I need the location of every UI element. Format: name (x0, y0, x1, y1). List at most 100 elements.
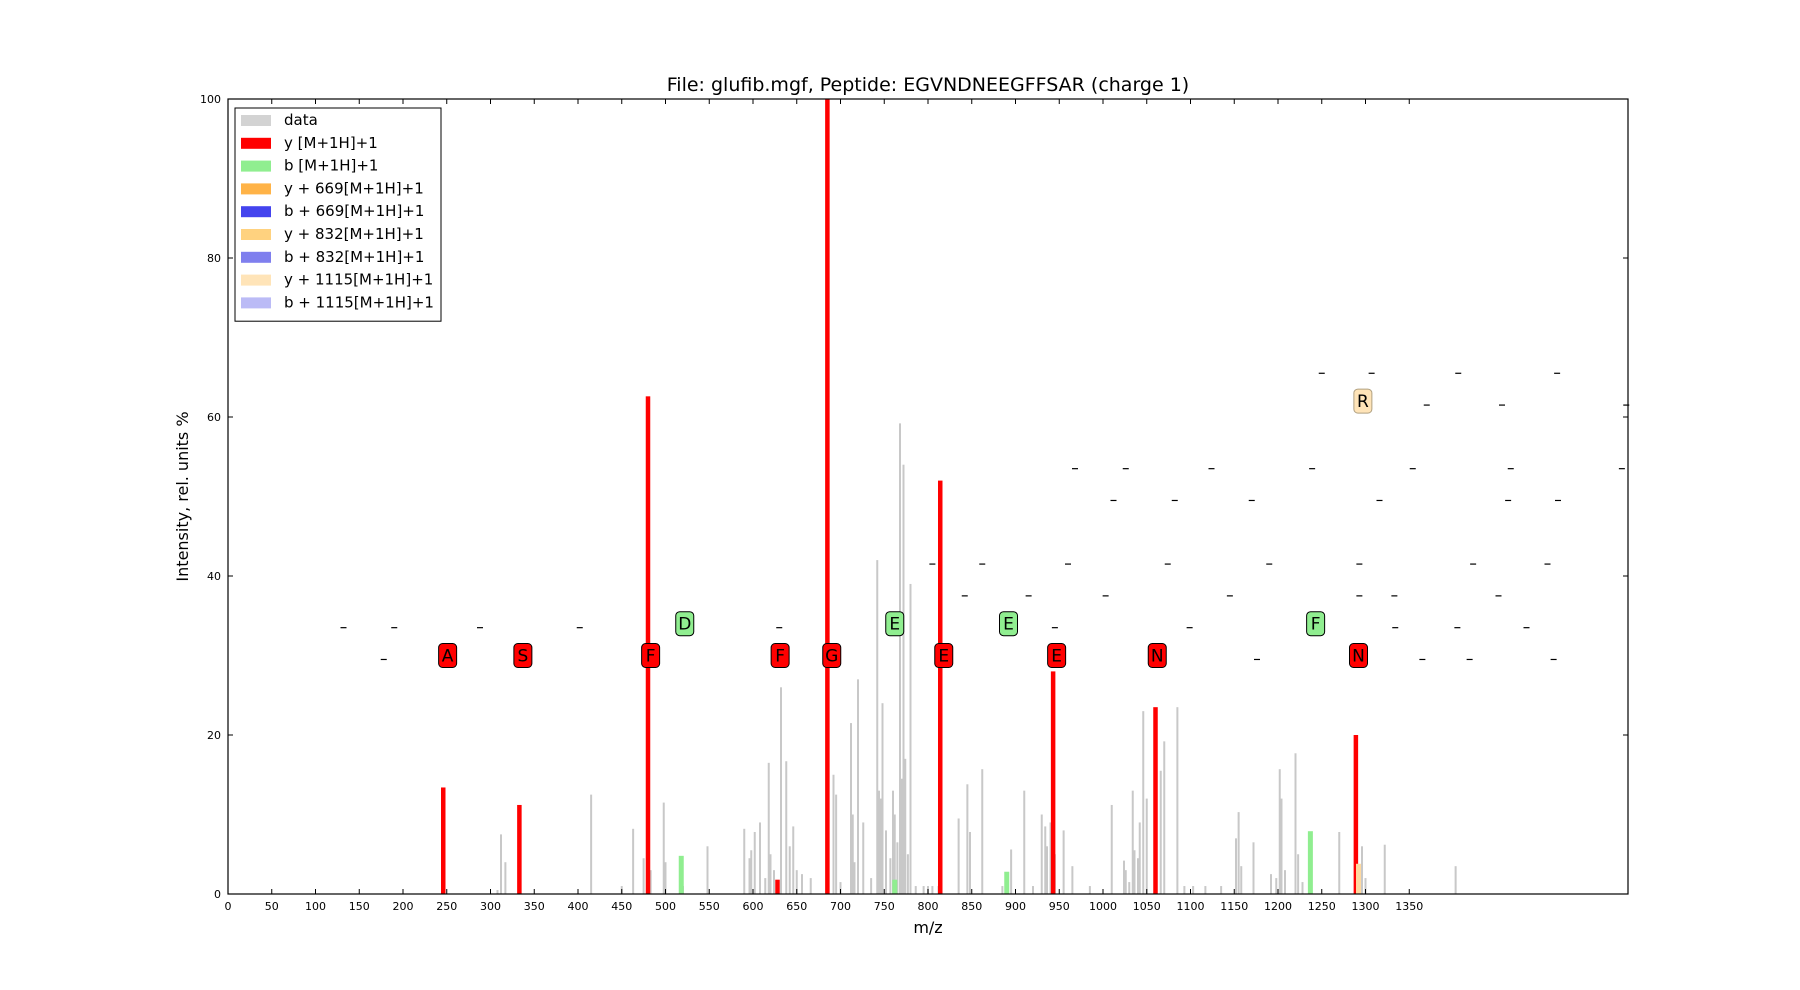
ion-peak-bar (892, 879, 898, 894)
data-peak-bar (795, 870, 798, 894)
annotation-label: N (1352, 647, 1365, 667)
data-peak-bar (1280, 798, 1283, 894)
x-tick-label: 700 (830, 900, 851, 913)
annotations-layer: A S F D F G E E E E N F N R (438, 388, 1373, 668)
data-peak-bar (767, 762, 770, 894)
data-peak-bar (649, 870, 652, 894)
data-peak-bar (1001, 886, 1004, 894)
ion-peak-bar (1353, 735, 1359, 894)
data-peak-bar (1361, 846, 1363, 894)
annotation-box (822, 643, 842, 668)
annotation-box (770, 643, 790, 668)
data-peak-bar (1145, 798, 1148, 894)
x-tick-label: 50 (265, 900, 279, 913)
data-peak-bar (743, 828, 746, 894)
ion-peak-bar (517, 804, 522, 894)
annotation-box (1353, 388, 1373, 414)
data-peak-bar (759, 822, 761, 894)
data-peak-bar (1044, 826, 1047, 894)
data-peak-bar (590, 794, 593, 895)
x-tick-label: 350 (524, 900, 545, 913)
data-peak-bar (931, 886, 934, 894)
legend-swatch (241, 115, 271, 126)
x-tick-label: 300 (480, 900, 501, 913)
y-tick-label: 20 (207, 729, 221, 742)
data-peak-bar (1454, 866, 1457, 894)
data-peak-bar (862, 822, 865, 894)
legend-swatch (241, 137, 271, 149)
x-tick-label: 200 (393, 900, 414, 913)
annotation-label: D (678, 615, 691, 635)
data-peak-bar (1284, 870, 1286, 894)
data-peak-bar (773, 870, 775, 894)
data-peak-bar (632, 828, 635, 894)
data-peak-bar (1192, 886, 1195, 894)
annotation-box (641, 643, 661, 668)
data-peak-bar (664, 862, 667, 894)
y-tick-label: 100 (200, 93, 221, 106)
data-peak-bar (496, 890, 499, 894)
legend-label: b + 1115[M+1H]+1 (284, 293, 434, 311)
legend-label: y + 832[M+1H]+1 (284, 225, 424, 243)
x-tick-label: 900 (1005, 900, 1026, 913)
data-peak-bar (922, 886, 925, 894)
data-peak-bar (1123, 860, 1125, 894)
legend-swatch (241, 183, 271, 195)
annotation-box (1147, 643, 1167, 668)
legend-swatch (241, 297, 271, 309)
annotation-label: A (442, 647, 454, 667)
annotation-label: G (825, 647, 838, 667)
data-peak-bar (857, 679, 859, 894)
annotation-label: R (1357, 392, 1369, 412)
x-tick-label: 600 (743, 900, 764, 913)
data-peak-bar (889, 858, 892, 894)
x-tick-label: 750 (874, 900, 895, 913)
x-tick-label: 1350 (1395, 900, 1423, 913)
ion-peak-bar (1307, 831, 1313, 894)
x-tick-label: 550 (699, 900, 720, 913)
y-axis-label: Intensity, rel. units % (173, 411, 192, 581)
data-peak-bar (1364, 878, 1367, 894)
y-tick-label: 40 (207, 570, 221, 583)
ion-peak-bar (938, 480, 943, 894)
data-peak-bar (881, 703, 884, 894)
x-tick-label: 1000 (1089, 900, 1117, 913)
data-peak-bar (904, 758, 907, 894)
x-tick-label: 950 (1049, 900, 1070, 913)
data-peak-bar (706, 846, 709, 894)
annotation-label: N (1151, 647, 1164, 667)
data-peak-bar (1040, 814, 1043, 894)
annotation-label: F (646, 647, 656, 667)
data-peak-bar (1237, 812, 1240, 894)
annotation-box (1306, 611, 1326, 637)
legend-swatch (241, 160, 271, 172)
legend-label: b + 669[M+1H]+1 (284, 202, 424, 220)
data-peak-bar (801, 874, 803, 895)
x-tick-label: 100 (305, 900, 326, 913)
data-peak-bar (1204, 886, 1207, 894)
annotation-label: E (938, 647, 949, 667)
annotation-box (885, 611, 905, 637)
y-tick-label: 0 (214, 888, 221, 901)
data-peak-bar (957, 818, 960, 894)
data-peak-bar (1383, 844, 1386, 894)
data-peak-bar (893, 814, 896, 894)
legend-swatch (241, 229, 271, 240)
dash-marks-layer (340, 372, 1630, 661)
data-peak-bar (914, 886, 917, 894)
data-peak-bar (769, 854, 772, 894)
legend-label: y + 1115[M+1H]+1 (284, 271, 433, 289)
data-peak-bar (780, 687, 782, 894)
data-peak-bar (839, 882, 842, 894)
annotation-box (513, 643, 533, 668)
data-peak-bar (892, 790, 894, 894)
x-tick-label: 1200 (1264, 900, 1292, 913)
legend-label: b [M+1H]+1 (284, 157, 378, 175)
data-peak-bar (1163, 741, 1166, 894)
ion-peak-bar (1153, 707, 1158, 894)
data-peak-bar (853, 862, 856, 894)
ion-peak-bar (441, 787, 446, 894)
data-peak-bar (809, 878, 812, 894)
x-tick-label: 500 (655, 900, 676, 913)
data-peak-bar (981, 769, 984, 894)
